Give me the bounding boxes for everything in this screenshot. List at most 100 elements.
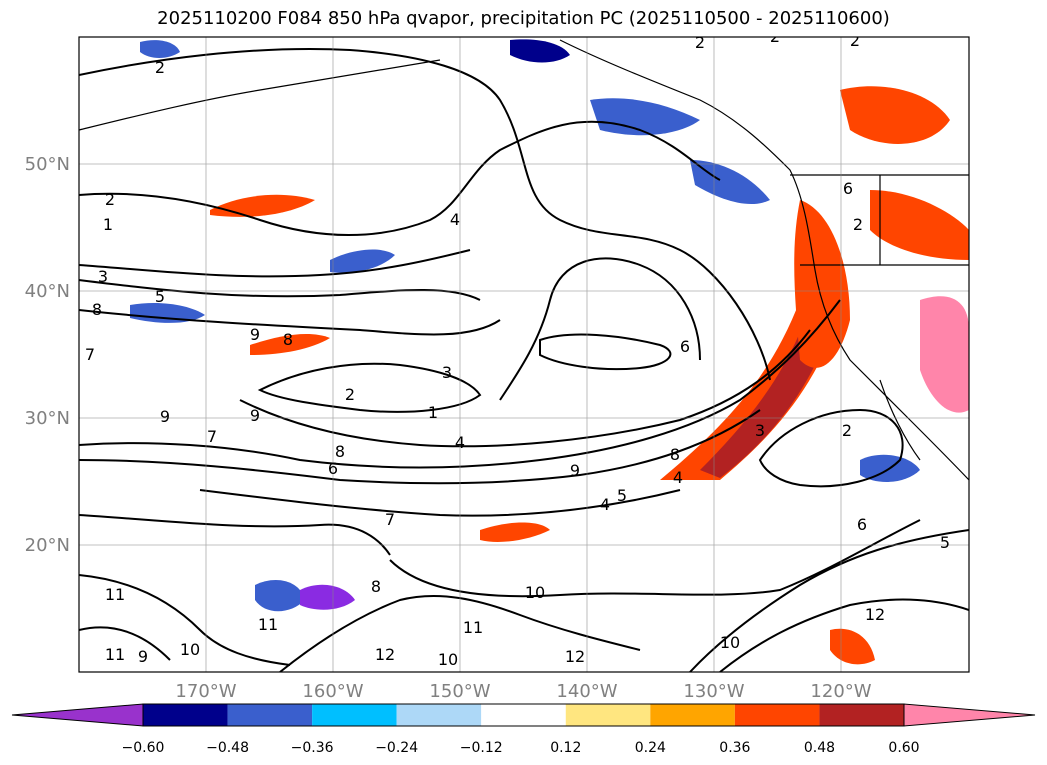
lon-label: 170°W [175,681,236,702]
lon-label: 130°W [683,681,744,702]
contour-label: 8 [335,442,345,461]
map-frame [78,36,970,673]
contour-line [79,514,391,556]
colorbar-tick-label: 0.24 [635,740,666,756]
contour-label: 1 [103,215,113,234]
latitude-labels: 50°N 40°N 30°N 20°N [25,154,70,556]
colorbar-tick-label: −0.48 [206,740,249,756]
positive-anomaly-inland [920,296,969,413]
contour-label: 10 [180,640,200,659]
contour-label: 7 [385,510,395,529]
colorbar-tick-label: −0.36 [291,740,334,756]
contour-label: 5 [940,533,950,552]
contour-label: 2 [345,385,355,404]
contour-label: 5 [617,486,627,505]
colorbar-segment [396,704,482,726]
colorbar-frame [142,703,905,727]
contour-line [199,489,681,517]
colorbar-segment [481,704,566,726]
contour-label: 10 [525,583,545,602]
contour-label: 7 [207,427,217,446]
contour-label: 12 [865,605,885,624]
contour-label: 8 [92,300,102,319]
contour-line [79,574,291,666]
contour-line [239,329,811,448]
coastline-aleutians [79,59,441,131]
lon-label: 140°W [556,681,617,702]
contour-line [499,257,701,401]
colorbar-tick-label: 0.60 [888,740,919,756]
negative-anomaly-hawaii-core [300,584,355,610]
map-title: 2025110200 F084 850 hPa qvapor, precipit… [157,8,890,29]
contour-label: 8 [670,445,680,464]
colorbar-tick-label: 0.36 [719,740,750,756]
contour-label: 2 [105,190,115,209]
lat-label: 40°N [25,281,70,302]
contour-line [758,408,904,488]
positive-anomaly-west-coast [794,200,850,368]
contour-line [257,362,482,413]
contour-label: 11 [258,615,278,634]
negative-anomaly-alaska [590,98,700,136]
lat-label: 30°N [25,408,70,429]
contour-label: 9 [138,647,148,666]
colorbar-extend-high [903,703,1036,727]
contour-label: 4 [600,495,610,514]
colorbar-segment [312,704,397,726]
contour-label: 2 [695,33,705,52]
contour-label: 4 [673,468,683,487]
contour-label: 3 [755,421,765,440]
contour-label: 5 [155,287,165,306]
colorbar-segment [819,704,904,726]
qvapor-contours [79,48,969,672]
contour-label: 2 [155,58,165,77]
negative-anomaly-north-pac [330,249,395,273]
contour-label: 9 [250,406,260,425]
contour-label: 4 [450,210,460,229]
contour-line [79,626,171,661]
colorbar-segment [143,704,228,726]
colorbar [11,703,1036,727]
positive-anomaly-north [840,86,950,144]
contour-label: 7 [85,345,95,364]
lat-label: 50°N [25,154,70,175]
colorbar-segment [565,704,651,726]
lon-label: 120°W [810,681,871,702]
contour-label: 10 [438,650,458,669]
contour-line [79,279,481,301]
negative-anomaly-bc [690,160,770,205]
contour-line [719,598,969,672]
contour-label: 10 [720,633,740,652]
graticule [79,37,969,672]
colorbar-tick-labels: −0.60 −0.48 −0.36 −0.24 −0.12 0.12 0.24 0.36 0.4… [122,740,920,756]
contour-line [79,409,761,485]
contour-line [79,48,771,381]
negative-anomaly-west [130,303,205,323]
contour-line [539,333,672,371]
contour-line [79,299,841,469]
colorbar-tick-label: −0.12 [460,740,503,756]
coastline-north-america [559,39,969,481]
contour-label: 12 [375,645,395,664]
colorbar-segment [734,704,820,726]
contour-label: 3 [98,267,108,286]
negative-anomaly-hawaii [255,580,305,612]
contour-label: 8 [283,330,293,349]
baja-peninsula [879,379,921,461]
contour-label: 6 [328,459,338,478]
colorbar-tick-label: −0.60 [122,740,165,756]
contour-label: 11 [463,618,483,637]
longitude-labels: 170°W 160°W 150°W 140°W 130°W 120°W [175,681,871,702]
colorbar-segment [227,704,313,726]
state-border [790,174,969,266]
contour-label: 9 [160,407,170,426]
positive-anomaly-south [480,522,550,542]
colorbar-tick-label: −0.24 [375,740,418,756]
contour-label: 2 [842,421,852,440]
contour-label: 12 [565,647,585,666]
negative-anomaly-dateline [140,40,180,58]
contour-label: 2 [770,27,780,46]
contour-line [79,249,471,278]
